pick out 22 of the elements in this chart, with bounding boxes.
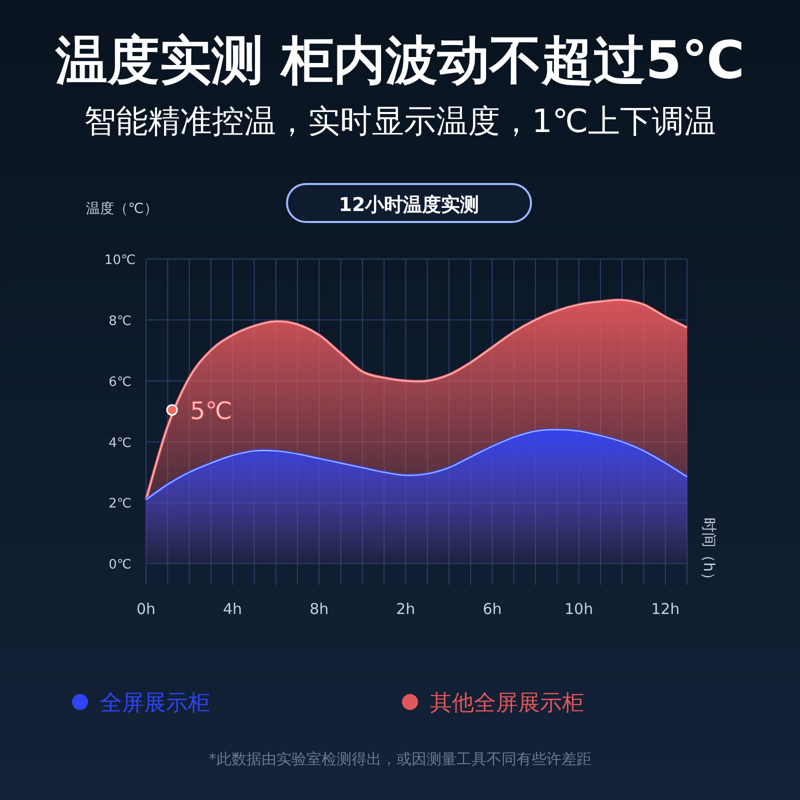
chart-title: 温度实测 柜内波动不超过5℃ [54,31,745,91]
y-tick-label: 6℃ [108,374,132,390]
x-tick-label: 6h [482,600,502,618]
legend-label: 其他全屏展示柜 [430,691,584,716]
text: 12小时温度实测 [338,194,480,216]
text: *此数据由实验室检测得出，或因测量工具不同有些许差距 [208,750,592,768]
annotation: 5℃ [190,397,232,425]
x-tick-label: 10h [564,600,594,618]
x-tick-label: 0h [136,600,156,618]
y-tick-label: 8℃ [108,314,132,329]
x-tick-label: 12h [651,600,680,618]
text: 时间（h） [700,517,718,587]
legend-label: 全屏展示柜 [100,691,210,716]
y-axis-title: 温度（℃） [86,201,158,217]
y-tick-label: 2℃ [108,496,132,512]
chart-subtitle: 智能精准控温，实时显示温度，1℃上下调温 [84,102,716,140]
x-tick-label: 8h [310,600,329,618]
x-tick-label: 2h [396,600,416,618]
y-tick-label: 10℃ [104,253,136,268]
y-tick-label: 0℃ [108,558,132,573]
x-tick-label: 4h [223,600,242,618]
y-tick-label: 4℃ [108,436,132,451]
